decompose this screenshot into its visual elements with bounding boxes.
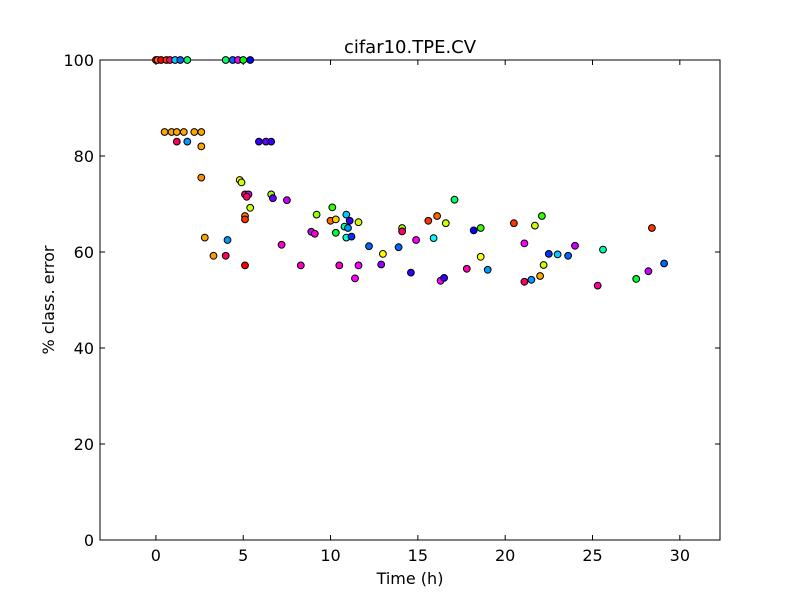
- data-point: [237, 178, 246, 187]
- y-tick-label: 0: [84, 531, 94, 550]
- data-point: [331, 215, 340, 224]
- data-point: [520, 239, 529, 248]
- x-tick-label: 0: [151, 546, 161, 565]
- data-point: [632, 275, 641, 283]
- data-point: [351, 274, 359, 283]
- data-point: [462, 264, 471, 273]
- data-point: [241, 261, 249, 270]
- data-point: [593, 281, 602, 290]
- y-tick-label: 80: [74, 147, 94, 166]
- plot-frame: [99, 59, 721, 541]
- data-point: [354, 218, 363, 227]
- data-point: [483, 265, 492, 274]
- data-point: [469, 226, 478, 235]
- data-point: [241, 215, 249, 224]
- data-point: [183, 56, 192, 64]
- data-point: [648, 224, 656, 232]
- data-point: [255, 137, 263, 146]
- data-point: [312, 210, 321, 219]
- data-point: [172, 128, 181, 136]
- data-point: [197, 128, 206, 136]
- data-point: [527, 275, 536, 284]
- data-point: [172, 137, 181, 146]
- data-point: [644, 267, 653, 276]
- x-tick-label: 5: [238, 546, 248, 565]
- data-point: [450, 195, 459, 204]
- data-point: [424, 216, 433, 225]
- data-point: [553, 250, 562, 259]
- x-tick-label: 15: [408, 546, 428, 565]
- data-point: [476, 252, 485, 261]
- x-tick-label: 30: [670, 546, 690, 565]
- data-point: [335, 261, 344, 270]
- data-point: [342, 210, 351, 219]
- data-point: [179, 128, 188, 136]
- data-point: [536, 272, 544, 280]
- data-point: [310, 229, 319, 238]
- data-point: [209, 251, 218, 260]
- data-point: [377, 260, 386, 269]
- data-point: [200, 233, 209, 242]
- data-point: [283, 196, 291, 205]
- x-axis-label: Time (h): [376, 569, 444, 588]
- data-point: [176, 56, 185, 64]
- data-point: [407, 268, 415, 277]
- data-point: [510, 219, 518, 228]
- data-point: [354, 261, 363, 270]
- data-points: [152, 56, 668, 290]
- data-point: [246, 56, 255, 64]
- y-tick-label: 40: [74, 339, 94, 358]
- data-point: [539, 261, 548, 269]
- data-point: [412, 236, 421, 244]
- data-point: [197, 173, 206, 182]
- data-point: [197, 142, 206, 151]
- data-point: [441, 219, 450, 228]
- data-point: [429, 234, 438, 243]
- data-point: [347, 232, 356, 241]
- data-point: [440, 274, 449, 282]
- x-tick-label: 25: [582, 546, 602, 565]
- data-point: [190, 128, 199, 136]
- data-point: [660, 259, 668, 268]
- data-point: [277, 240, 286, 249]
- data-point: [365, 242, 373, 251]
- x-tick-label: 20: [495, 546, 515, 565]
- data-point: [398, 227, 407, 236]
- data-point: [531, 221, 539, 230]
- data-point: [223, 236, 232, 244]
- data-point: [160, 128, 169, 136]
- data-point: [221, 251, 230, 260]
- data-point: [520, 277, 529, 286]
- data-point: [267, 137, 276, 146]
- data-point: [433, 212, 442, 220]
- chart-title: cifar10.TPE.CV: [344, 37, 477, 58]
- y-tick-label: 20: [74, 435, 94, 454]
- data-point: [571, 241, 579, 250]
- data-point: [239, 56, 248, 64]
- data-point: [476, 224, 485, 232]
- data-point: [328, 203, 337, 212]
- data-point: [564, 251, 572, 260]
- data-point: [331, 228, 340, 237]
- y-axis-label: % class. error: [39, 245, 58, 354]
- y-tick-label: 100: [63, 51, 94, 70]
- data-point: [379, 250, 387, 258]
- data-point: [538, 212, 546, 220]
- data-point: [394, 243, 403, 252]
- data-point: [246, 203, 255, 212]
- y-tick-label: 60: [74, 243, 94, 262]
- data-point: [344, 224, 352, 232]
- axis-ticks: 0 5 10 15 20 25 30 0 20 40 60 80 100: [63, 51, 720, 565]
- data-point: [296, 261, 305, 270]
- data-point: [544, 250, 553, 258]
- data-point: [599, 245, 607, 254]
- data-point: [221, 56, 230, 64]
- data-point: [242, 192, 251, 201]
- data-point: [269, 194, 277, 203]
- data-point: [345, 216, 354, 225]
- data-point: [183, 137, 192, 146]
- x-tick-label: 10: [320, 546, 340, 565]
